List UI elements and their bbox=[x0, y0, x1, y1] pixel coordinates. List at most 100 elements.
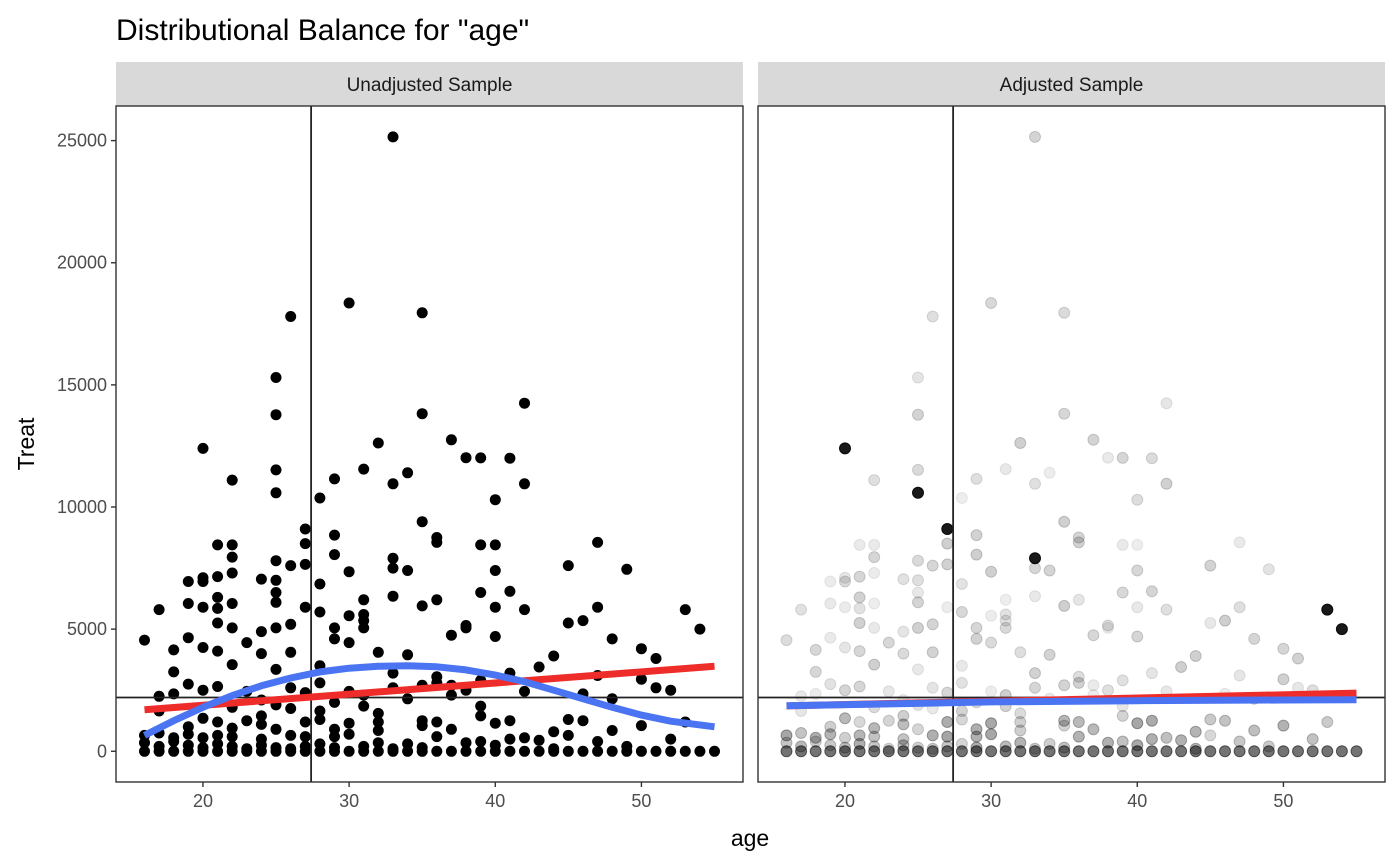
unadjusted-data-point bbox=[519, 604, 530, 616]
adjusted-data-point bbox=[824, 597, 837, 610]
adjusted-data-point bbox=[1204, 617, 1217, 629]
adjusted-data-point bbox=[1277, 745, 1290, 758]
adjusted-data-point bbox=[1116, 586, 1129, 599]
unadjusted-data-point bbox=[475, 736, 487, 747]
adjusted-data-point bbox=[1116, 451, 1129, 464]
adjusted-data-point bbox=[926, 745, 939, 758]
unadjusted-data-point bbox=[445, 689, 457, 701]
adjusted-data-point bbox=[941, 716, 954, 728]
adjusted-data-point bbox=[1058, 679, 1071, 692]
adjusted-data-point bbox=[882, 636, 895, 649]
unadjusted-data-point bbox=[358, 622, 370, 634]
adjusted-data-point bbox=[1175, 661, 1188, 673]
unadjusted-data-point bbox=[679, 604, 691, 616]
adjusted-plot-area bbox=[758, 106, 1385, 782]
unadjusted-x-tick-label: 30 bbox=[339, 791, 359, 811]
unadjusted-data-point bbox=[519, 397, 530, 409]
adjusted-data-point bbox=[970, 548, 983, 561]
unadjusted-data-point bbox=[285, 703, 297, 714]
adjusted-data-point bbox=[1292, 652, 1304, 665]
unadjusted-data-point bbox=[329, 731, 340, 743]
unadjusted-data-point bbox=[226, 539, 238, 551]
adjusted-data-point bbox=[897, 745, 910, 758]
unadjusted-data-point bbox=[431, 536, 443, 548]
unadjusted-data-point bbox=[182, 745, 194, 757]
adjusted-data-point bbox=[882, 745, 895, 758]
unadjusted-data-point bbox=[416, 516, 428, 528]
adjusted-data-point bbox=[1233, 601, 1246, 614]
adjusted-data-point bbox=[1014, 646, 1027, 659]
adjusted-data-point bbox=[1335, 623, 1348, 636]
adjusted-data-point bbox=[1262, 563, 1275, 576]
unadjusted-data-point bbox=[285, 729, 297, 741]
unadjusted-data-point bbox=[299, 745, 311, 757]
unadjusted-data-point bbox=[226, 474, 238, 486]
adjusted-data-point bbox=[809, 731, 822, 744]
unadjusted-data-point bbox=[226, 567, 238, 579]
adjusted-x-tick-label: 40 bbox=[1127, 791, 1147, 811]
adjusted-data-point bbox=[912, 408, 924, 421]
unadjusted-data-point bbox=[402, 745, 414, 757]
adjusted-data-point bbox=[1219, 745, 1231, 758]
adjusted-data-point bbox=[1087, 679, 1100, 692]
adjusted-data-point bbox=[1014, 716, 1027, 728]
unadjusted-data-point bbox=[372, 707, 384, 719]
adjusted-data-point bbox=[839, 601, 851, 614]
adjusted-data-point bbox=[1321, 745, 1334, 758]
unadjusted-data-point bbox=[329, 696, 340, 708]
adjusted-data-point bbox=[1145, 667, 1158, 680]
unadjusted-data-point bbox=[212, 645, 224, 657]
unadjusted-data-point bbox=[358, 594, 370, 606]
unadjusted-data-point bbox=[358, 463, 370, 475]
y-tick-label: 15000 bbox=[57, 375, 107, 395]
adjusted-data-point bbox=[941, 537, 954, 550]
unadjusted-data-point bbox=[197, 642, 209, 653]
adjusted-data-point bbox=[1160, 397, 1173, 410]
unadjusted-data-point bbox=[314, 705, 326, 717]
adjusted-data-point bbox=[839, 745, 851, 758]
unadjusted-data-point bbox=[372, 737, 384, 749]
adjusted-data-point bbox=[970, 745, 983, 758]
unadjusted-data-point bbox=[329, 473, 340, 485]
adjusted-data-point bbox=[1058, 306, 1071, 319]
unadjusted-data-point bbox=[241, 715, 253, 727]
adjusted-data-point bbox=[1087, 745, 1100, 758]
unadjusted-data-point bbox=[212, 539, 224, 551]
adjusted-data-point bbox=[780, 745, 793, 758]
unadjusted-data-point bbox=[226, 622, 238, 634]
unadjusted-data-point bbox=[460, 620, 472, 631]
adjusted-data-point bbox=[1087, 723, 1100, 736]
unadjusted-data-point bbox=[548, 745, 560, 757]
unadjusted-data-point bbox=[299, 731, 311, 743]
unadjusted-data-point bbox=[255, 710, 267, 722]
adjusted-data-point bbox=[1189, 745, 1202, 758]
adjusted-data-point bbox=[985, 685, 998, 698]
adjusted-data-point bbox=[1321, 716, 1334, 728]
adjusted-data-point bbox=[1087, 433, 1100, 446]
unadjusted-data-point bbox=[153, 745, 165, 757]
unadjusted-data-point bbox=[212, 571, 224, 583]
unadjusted-data-point bbox=[592, 536, 604, 548]
unadjusted-data-point bbox=[416, 600, 428, 612]
unadjusted-data-point bbox=[402, 565, 414, 576]
adjusted-data-point bbox=[824, 728, 837, 741]
unadjusted-data-point bbox=[270, 663, 282, 675]
adjusted-data-point bbox=[955, 606, 968, 618]
adjusted-data-point bbox=[912, 723, 924, 736]
unadjusted-panel: Unadjusted Sample bbox=[115, 62, 744, 783]
unadjusted-data-point bbox=[635, 643, 647, 655]
unadjusted-data-point bbox=[387, 552, 399, 564]
unadjusted-data-point bbox=[504, 585, 516, 597]
adjusted-data-point bbox=[1204, 559, 1217, 572]
unadjusted-data-point bbox=[343, 717, 355, 729]
adjusted-data-point bbox=[1116, 709, 1129, 722]
unadjusted-data-point bbox=[475, 539, 487, 551]
unadjusted-data-point bbox=[635, 673, 647, 685]
adjusted-x-tick-label: 50 bbox=[1273, 791, 1293, 811]
adjusted-data-point bbox=[999, 593, 1012, 606]
adjusted-data-point bbox=[1131, 630, 1144, 643]
adjusted-data-point bbox=[1131, 493, 1144, 506]
adjusted-data-point bbox=[912, 486, 924, 499]
unadjusted-data-point bbox=[197, 601, 209, 613]
adjusted-data-point bbox=[868, 474, 881, 487]
